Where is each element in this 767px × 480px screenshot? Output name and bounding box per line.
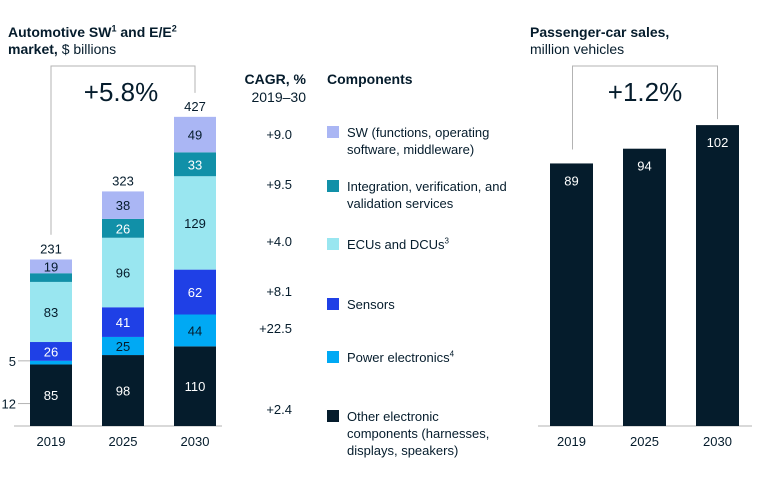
legend-swatch <box>327 126 339 138</box>
bar-segment <box>30 364 72 426</box>
data-label: 94 <box>637 159 651 174</box>
bar-segment <box>174 152 216 177</box>
bar-segment <box>174 116 216 153</box>
bar-segment <box>102 307 144 337</box>
data-label: 102 <box>707 135 729 150</box>
data-label: 98 <box>116 384 130 399</box>
bar <box>550 163 593 426</box>
cagr-header: CAGR, % 2019–30 <box>244 71 306 105</box>
data-label: 62 <box>188 285 202 300</box>
legend-label: Sensors <box>347 297 395 312</box>
legend-swatch <box>327 238 339 250</box>
data-label: 38 <box>116 198 130 213</box>
legend-label: ECUs and DCUs3 <box>347 236 449 252</box>
x-tick-label: 2025 <box>630 434 659 449</box>
cagr-value: +8.1 <box>266 284 292 299</box>
legend-swatch <box>327 351 339 363</box>
x-tick-label: 2025 <box>109 434 138 449</box>
growth-label: +1.2% <box>608 77 682 107</box>
legend-swatch <box>327 410 339 422</box>
bar-segment <box>30 360 72 365</box>
side-label: 5 <box>9 354 16 369</box>
total-label: 231 <box>40 241 62 256</box>
data-label: 33 <box>188 157 202 172</box>
bar-segment <box>102 336 144 356</box>
left-chart-title: Automotive SW1 and E/E2 market, $ billio… <box>8 23 177 57</box>
data-label: 26 <box>116 221 130 236</box>
bar-segment <box>30 281 72 343</box>
bar-segment <box>174 346 216 426</box>
cagr-value: +9.5 <box>266 177 292 192</box>
legend-swatch <box>327 298 339 310</box>
data-label: 44 <box>188 323 202 338</box>
bar-segment <box>174 269 216 315</box>
side-label: 12 <box>2 397 16 412</box>
bar-segment <box>102 355 144 426</box>
legend-label: Integration, verification, and validatio… <box>347 179 507 211</box>
bar-segment <box>102 237 144 308</box>
x-tick-label: 2019 <box>557 434 586 449</box>
bar-segment <box>174 176 216 270</box>
bar <box>696 125 739 426</box>
bar-segment <box>30 259 72 274</box>
data-label: 26 <box>44 344 58 359</box>
cagr-value: +2.4 <box>266 402 292 417</box>
data-label: 85 <box>44 388 58 403</box>
data-label: 83 <box>44 305 58 320</box>
right-chart-title: Passenger-car sales, million vehicles <box>530 24 670 57</box>
data-label: 110 <box>185 379 206 394</box>
growth-label: +5.8% <box>84 77 158 107</box>
data-label: 19 <box>44 259 58 274</box>
components-header: Components <box>327 71 413 87</box>
data-label: 96 <box>116 266 130 281</box>
bar-segment <box>102 191 144 219</box>
bar-segment <box>174 314 216 347</box>
growth-bracket <box>572 65 718 150</box>
bar-segment <box>102 218 144 238</box>
bar-segment <box>30 273 72 282</box>
data-label: 89 <box>564 173 578 188</box>
legend-label: SW (functions, operating software, middl… <box>347 125 490 157</box>
x-tick-label: 2019 <box>37 434 66 449</box>
cagr-value: +22.5 <box>259 321 292 336</box>
data-label: 129 <box>184 216 206 231</box>
cagr-value: +9.0 <box>266 127 292 142</box>
bar-segment <box>30 342 72 361</box>
cagr-value: +4.0 <box>266 234 292 249</box>
data-label: 41 <box>116 315 130 330</box>
data-label: 49 <box>188 128 202 143</box>
legend-label: Power electronics4 <box>347 349 455 365</box>
legend-label: Other electronic components (harnesses, … <box>347 409 490 458</box>
total-label: 427 <box>184 99 206 114</box>
total-label: 323 <box>112 173 134 188</box>
legend-swatch <box>327 180 339 192</box>
x-tick-label: 2030 <box>703 434 732 449</box>
growth-bracket <box>50 65 196 235</box>
data-label: 25 <box>116 339 130 354</box>
bar <box>623 148 666 426</box>
x-tick-label: 2030 <box>181 434 210 449</box>
